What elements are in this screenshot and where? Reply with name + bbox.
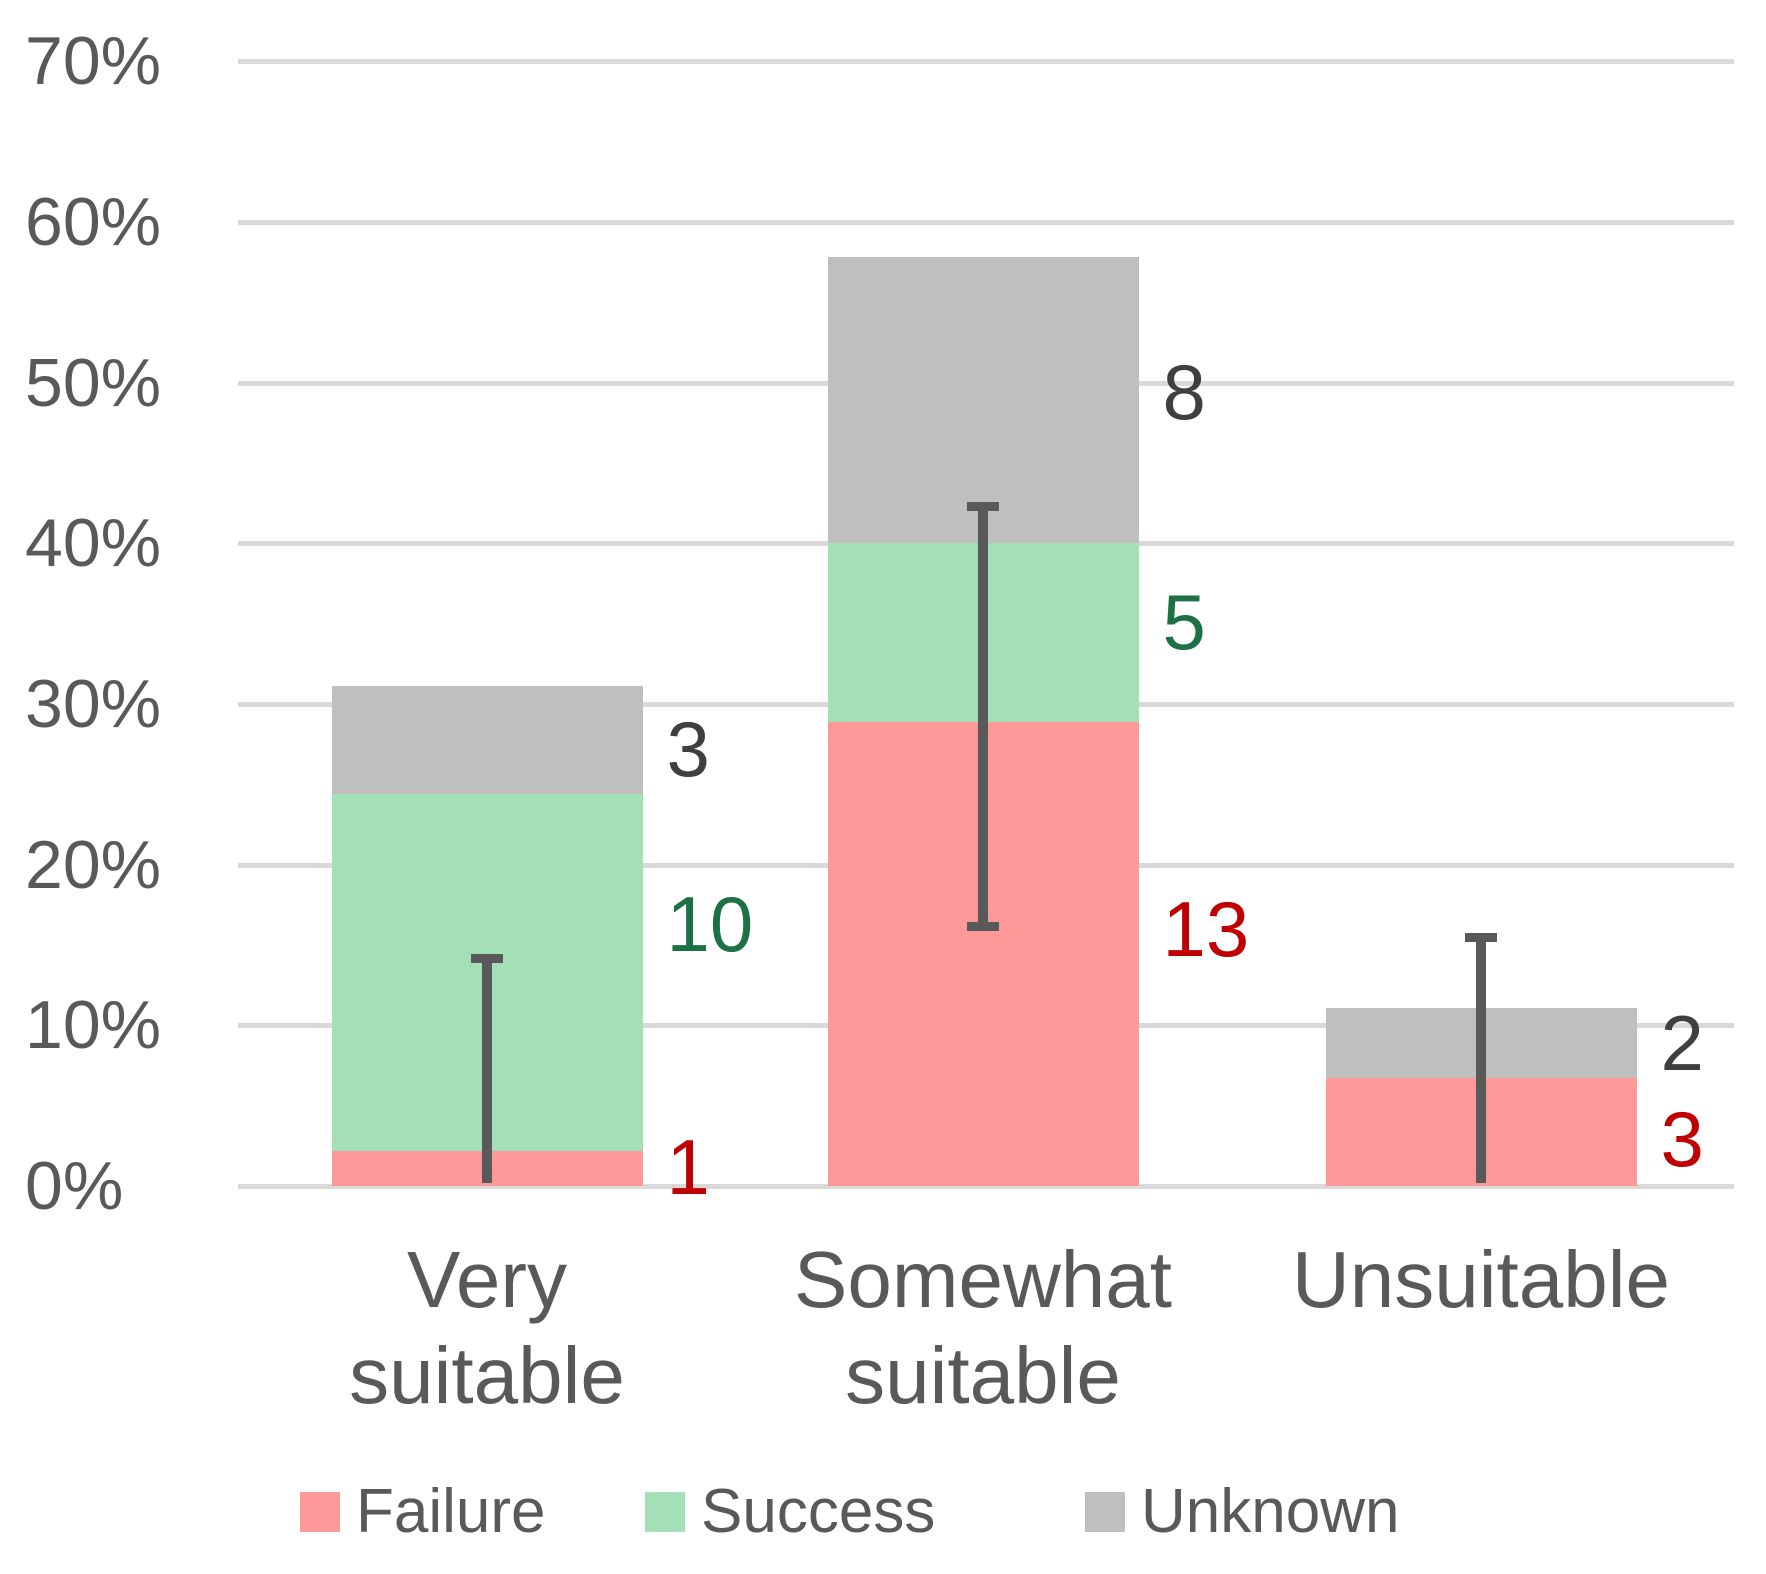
category-label: Somewhat suitable [683,1232,1283,1424]
y-tick-label-60: 60% [25,183,162,260]
legend-swatch-failure-icon [300,1492,340,1532]
category-label: Unsuitable [1181,1232,1766,1328]
data-label-success: 5 [1162,577,1206,666]
category-label-line: Unsuitable [1291,1235,1670,1324]
legend-label: Success [701,1477,936,1546]
error-bar-top-cap [471,953,503,963]
bar-segment-unknown [331,686,643,794]
data-label-failure: 1 [666,1122,710,1211]
legend-item-success: Success [645,1477,936,1546]
gridline-70 [238,59,1734,65]
legend-item-unknown: Unknown [1085,1477,1400,1546]
y-tick-label-20: 20% [25,826,162,903]
bar-segment-unknown [827,257,1139,544]
legend-item-failure: Failure [300,1477,546,1546]
gridline-60 [238,219,1734,225]
data-label-unknown: 3 [666,704,710,793]
data-label-unknown: 8 [1162,348,1206,437]
data-label-success: 10 [666,880,754,969]
y-tick-label-40: 40% [25,505,162,582]
category-label: Very suitable [187,1232,787,1424]
y-tick-label-30: 30% [25,665,162,742]
gridline-0 [238,1184,1734,1189]
y-tick-label-10: 10% [25,987,162,1064]
legend-label: Failure [356,1477,546,1546]
data-label-unknown: 2 [1660,998,1704,1087]
data-label-failure: 13 [1162,884,1250,973]
error-bar-top-cap [967,502,999,512]
legend-swatch-unknown-icon [1085,1492,1125,1532]
error-bar-bottom-cap [967,921,999,931]
error-bar [1476,936,1486,1183]
y-tick-label-70: 70% [25,23,162,100]
legend-label: Unknown [1141,1477,1400,1546]
category-label-line: suitable [845,1331,1121,1420]
error-bar-top-cap [1465,932,1497,942]
legend-swatch-success-icon [645,1492,685,1532]
y-tick-label-50: 50% [25,344,162,421]
category-label-line: Somewhat [794,1235,1172,1324]
category-label-line: Very [406,1235,568,1324]
error-bar [978,506,988,926]
category-label-line: suitable [349,1331,625,1420]
error-bar [482,957,492,1183]
data-label-failure: 3 [1660,1095,1704,1184]
y-tick-label-0: 0% [25,1148,124,1224]
